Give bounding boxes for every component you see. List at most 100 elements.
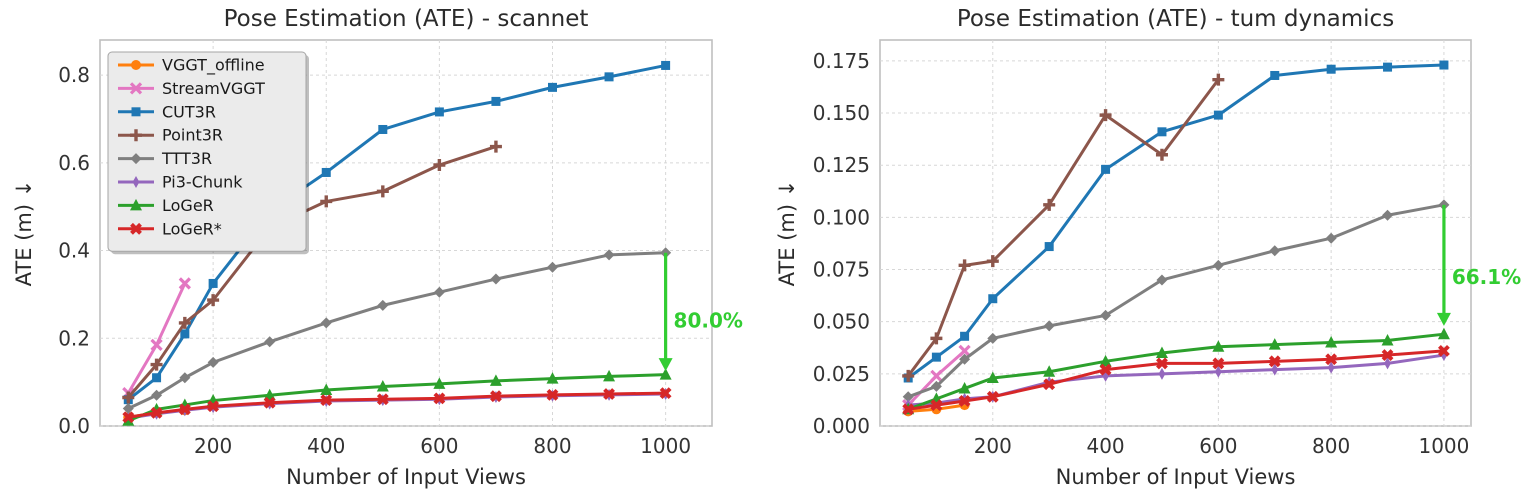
marker-triangle-up <box>376 380 389 392</box>
marker-diamond <box>433 286 445 298</box>
marker-plus <box>986 255 999 268</box>
marker-x <box>129 82 143 95</box>
y-tick-label: 0.025 <box>813 362 870 386</box>
marker-square <box>208 278 218 288</box>
series-StreamVGGT <box>122 277 191 400</box>
legend-item-VGGT_offline: VGGT_offline <box>118 56 265 76</box>
marker-diamond <box>1325 232 1337 244</box>
marker-diamond <box>1212 259 1224 271</box>
marker-x <box>178 277 191 290</box>
marker-plus <box>130 129 142 142</box>
marker-plus <box>320 195 333 208</box>
series-Point3R <box>902 73 1225 382</box>
legend-item-Pi3-Chunk: Pi3-Chunk <box>118 173 243 192</box>
marker-plus <box>930 332 943 345</box>
marker-x <box>150 338 163 351</box>
marker-diamond <box>320 317 332 329</box>
legend-label: VGGT_offline <box>162 56 265 76</box>
improvement-annotation: 80.0% <box>658 252 743 372</box>
x-tick-label: 600 <box>420 434 458 458</box>
marker-x-bold <box>320 394 333 407</box>
marker-diamond <box>987 332 999 344</box>
marker-triangle-up <box>130 198 142 211</box>
marker-x-bold <box>1099 363 1112 376</box>
marker-x-bold <box>122 411 135 424</box>
marker-triangle-up <box>1325 336 1338 348</box>
marker-triangle-up <box>1212 340 1225 352</box>
marker-triangle-up <box>958 381 971 394</box>
marker-diamond <box>490 273 502 285</box>
chart-canvas-tum-dynamics: 200 400 600 800 1000 0.000 0.025 0.050 0.075 0.10… <box>813 39 1521 458</box>
marker-plus <box>489 140 502 153</box>
marker-thin-diamond <box>132 176 140 188</box>
marker-square <box>1270 70 1280 80</box>
marker-x-bold <box>958 395 971 407</box>
chart-canvas-scannet: 200 400 600 800 1000 0.0 0.2 0.4 0.6 0.8 80.0% VGGT… <box>58 39 743 458</box>
marker-x-bold <box>263 396 276 409</box>
marker-plus <box>150 358 163 371</box>
marker-plus <box>207 294 220 307</box>
y-tick-label: 0.175 <box>813 49 870 73</box>
marker-diamond <box>179 372 191 384</box>
marker-x-bold <box>659 387 672 400</box>
marker-plus <box>1212 73 1225 86</box>
marker-plus <box>902 369 915 382</box>
legend-label: LoGeR <box>162 196 214 215</box>
y-tick-label: 0.125 <box>813 153 870 177</box>
x-tick-label: 800 <box>1312 434 1350 458</box>
y-tick-label: 0.075 <box>813 258 870 282</box>
marker-x-bold <box>1156 357 1168 370</box>
marker-x-bold <box>1268 355 1281 368</box>
series-line-LoGeR* <box>906 349 1446 411</box>
marker-square <box>661 60 671 70</box>
y-tick-label: 0.0 <box>58 414 90 438</box>
marker-circle <box>131 60 141 70</box>
marker-diamond <box>546 261 558 273</box>
marker-triangle-up <box>986 371 999 384</box>
marker-thin-diamond <box>1327 361 1335 374</box>
marker-diamond <box>1269 245 1281 257</box>
y-tick-label: 0.4 <box>58 239 90 263</box>
marker-square <box>988 294 998 304</box>
marker-diamond <box>130 153 142 165</box>
marker-x-bold <box>546 388 559 401</box>
marker-diamond <box>207 356 219 368</box>
marker-diamond <box>264 336 276 348</box>
legend-item-LoGeR: LoGeR <box>118 196 214 215</box>
legend-label: Point3R <box>162 126 223 145</box>
legend-item-Point3R: Point3R <box>118 126 223 145</box>
y-tick-label: 0.150 <box>813 101 870 125</box>
marker-square <box>180 329 190 339</box>
marker-x-bold <box>207 400 220 413</box>
marker-plus <box>1043 198 1056 211</box>
marker-x-bold <box>150 406 163 419</box>
marker-square <box>1383 62 1393 72</box>
marker-square <box>1101 164 1111 174</box>
marker-square <box>491 96 501 106</box>
marker-square <box>931 352 941 362</box>
marker-square <box>547 82 557 92</box>
marker-diamond <box>377 299 389 311</box>
marker-square <box>131 107 141 117</box>
marker-triangle-up <box>1381 333 1394 346</box>
marker-x-bold <box>1438 344 1450 357</box>
y-tick-label: 0.100 <box>813 205 870 229</box>
annotation-arrow-head <box>1436 312 1451 326</box>
marker-x-bold <box>986 390 999 403</box>
marker-x-bold <box>376 393 389 406</box>
series-line-CUT3R <box>126 63 668 402</box>
series-TTT3R <box>122 247 672 414</box>
marker-diamond <box>1100 309 1112 321</box>
annotation-arrow-head <box>658 358 673 372</box>
series-line-TTT3R <box>906 203 1446 399</box>
marker-square <box>378 124 388 134</box>
series-TTT3R <box>902 199 1450 403</box>
marker-diamond <box>122 402 134 414</box>
marker-plus <box>1155 148 1168 161</box>
marker-square <box>1157 127 1167 137</box>
marker-diamond <box>603 249 615 261</box>
chart-panel-tum-dynamics: 200 400 600 800 1000 0.000 0.025 0.050 0.075 0.10… <box>763 0 1525 497</box>
x-tick-label: 800 <box>533 434 571 458</box>
y-tick-label: 0.050 <box>813 310 870 334</box>
x-tick-label: 400 <box>307 434 345 458</box>
